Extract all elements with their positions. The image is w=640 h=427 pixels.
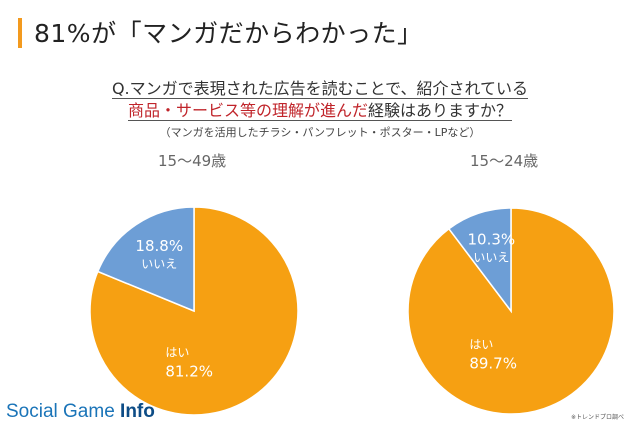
pie-value-right-no: 10.3% [468,230,516,248]
brand-logo: Social Game Info [6,401,155,423]
pie-value-left-no: 18.8% [135,237,183,255]
pie-value-right-yes: 89.7% [469,355,517,373]
pie-charts: はい 81.2% 18.8% いいえはい 89.7% 10.3% いいえ [0,0,640,427]
pie-value-left-yes: 81.2% [165,362,213,380]
pie-label-left-yes: はい [165,345,189,359]
pie-label-right-no: いいえ [473,250,509,264]
source-credit: ※トレンドプロ調べ [571,412,624,421]
pie-label-left-no: いいえ [141,257,177,271]
pie-label-right-yes: はい [469,338,493,352]
